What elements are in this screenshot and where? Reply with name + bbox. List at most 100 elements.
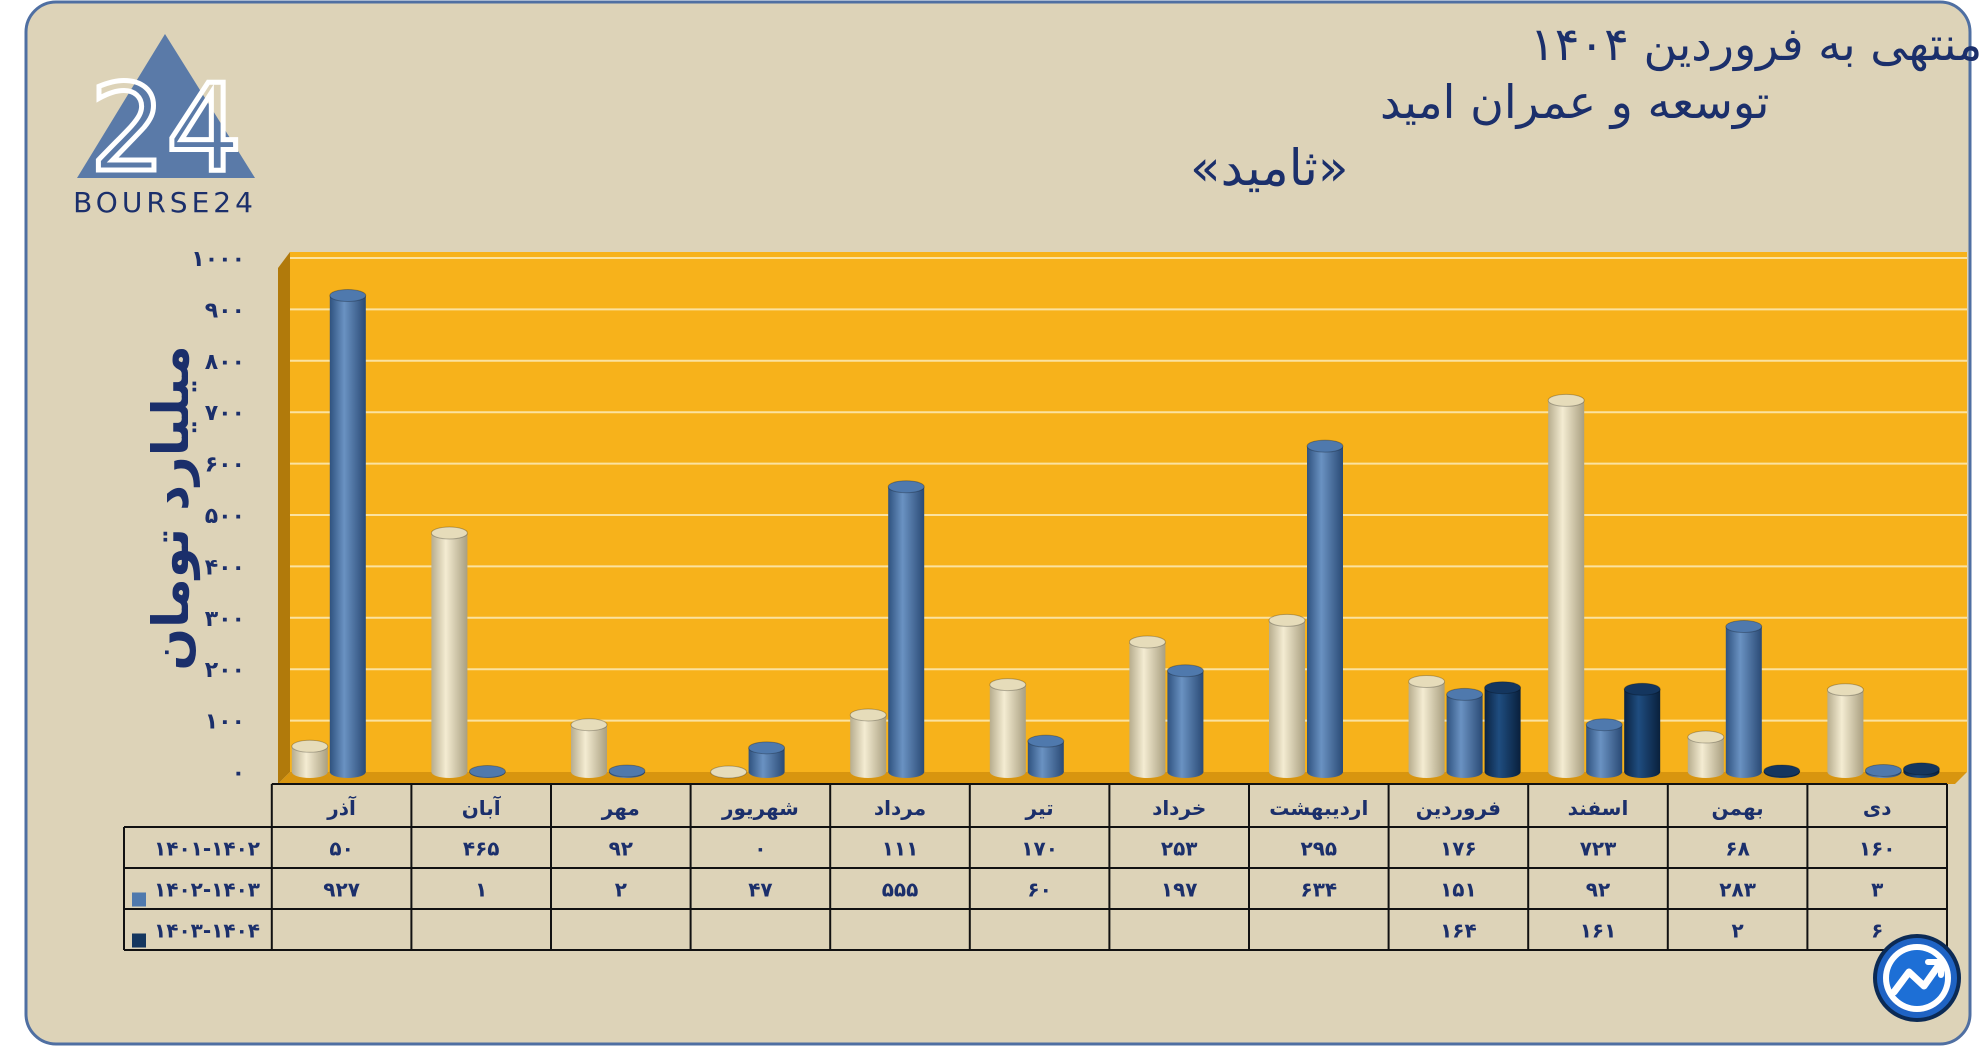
bar bbox=[1547, 393, 1585, 778]
bar bbox=[1763, 764, 1801, 778]
data-label: ۱۶۱ bbox=[1580, 919, 1617, 943]
y-axis-label: میلیارد تومان bbox=[142, 345, 201, 670]
bar bbox=[1027, 734, 1065, 778]
ticker-symbol: «ثامید» bbox=[1190, 139, 1348, 197]
plot-left-wall bbox=[278, 252, 290, 784]
y-tick-label: ۶۰۰ bbox=[205, 453, 245, 478]
bar bbox=[570, 718, 608, 778]
x-tick-label: آبان bbox=[462, 795, 502, 820]
bar bbox=[1166, 664, 1204, 778]
data-label: ۱۶۰ bbox=[1859, 837, 1896, 861]
legend-swatch bbox=[132, 892, 146, 907]
bar bbox=[1446, 687, 1484, 778]
x-tick-label: تیر bbox=[1025, 796, 1054, 820]
y-tick-label: ۳۰۰ bbox=[205, 607, 245, 632]
gridlines bbox=[290, 257, 1967, 722]
y-axis-ticks: ۰ ۱۰۰ ۲۰۰ ۳۰۰ ۴۰۰ ۵۰۰ ۶۰۰ ۷۰۰ ۸۰۰ ۹۰۰ ۱۰۰۰ bbox=[191, 247, 245, 786]
bar bbox=[1128, 635, 1166, 778]
bar bbox=[468, 764, 506, 778]
logo-text: BOURSE24 bbox=[73, 186, 257, 219]
data-label: ۱۷۶ bbox=[1440, 837, 1477, 861]
y-tick-label: ۱۰۰۰ bbox=[191, 247, 245, 272]
company-name: توسعه و عمران امید bbox=[1380, 75, 1769, 130]
y-tick-label: ۷۰۰ bbox=[205, 401, 245, 426]
x-tick-label: بهمن bbox=[1712, 796, 1764, 820]
bar bbox=[989, 678, 1027, 778]
data-label: ۲۵۳ bbox=[1161, 837, 1198, 861]
x-tick-label: مرداد bbox=[874, 796, 926, 820]
bar bbox=[1864, 763, 1902, 778]
bar bbox=[1687, 730, 1725, 778]
bar bbox=[1484, 681, 1522, 778]
legend-entry: ۱۴۰۲-۱۴۰۳ bbox=[154, 878, 260, 902]
bar bbox=[291, 739, 329, 778]
x-tick-label: اسفند bbox=[1568, 796, 1629, 820]
y-tick-label: ۲۰۰ bbox=[205, 658, 245, 683]
data-label: ۲ bbox=[1731, 919, 1743, 943]
data-label: ۶ bbox=[1871, 919, 1883, 943]
x-tick-label: آذر bbox=[326, 795, 357, 820]
data-label: ۶۳۴ bbox=[1300, 878, 1337, 902]
data-table: دی بهمن اسفند فروردین اردیبهشت خرداد تیر مرداد ش… bbox=[123, 783, 1948, 951]
y-tick-label: ۰ bbox=[232, 761, 245, 786]
bar bbox=[849, 708, 887, 778]
legend-entry: ۱۴۰۱-۱۴۰۲ bbox=[154, 837, 260, 861]
bar bbox=[1268, 613, 1306, 778]
y-tick-label: ۱۰۰ bbox=[205, 710, 245, 735]
bar bbox=[329, 289, 367, 778]
y-tick-label: ۴۰۰ bbox=[205, 555, 245, 580]
data-label: ۱۷۰ bbox=[1021, 837, 1058, 861]
data-label: ۲۸۳ bbox=[1719, 878, 1756, 902]
legend-entry: ۱۴۰۳-۱۴۰۴ bbox=[154, 919, 260, 943]
y-tick-label: ۵۰۰ bbox=[205, 504, 245, 529]
trend-arrow-icon bbox=[1873, 934, 1961, 1022]
data-label: ۷۲۳ bbox=[1580, 837, 1617, 861]
plot-area bbox=[290, 252, 1967, 772]
x-tick-label: فروردین bbox=[1416, 796, 1501, 820]
report-title: گزارش درآمد ۴ ماهه منتهی به فروردین ۱۴۰۴ bbox=[1530, 17, 1986, 72]
bar bbox=[608, 764, 646, 778]
logo-glyph: 24 bbox=[90, 60, 243, 199]
y-tick-label: ۹۰۰ bbox=[205, 298, 245, 323]
data-label: ۰ bbox=[754, 837, 766, 861]
data-label: ۱۹۷ bbox=[1161, 878, 1198, 902]
data-label: ۱۶۴ bbox=[1440, 919, 1477, 943]
bar bbox=[430, 526, 468, 778]
bars bbox=[291, 289, 1940, 779]
plot-floor bbox=[278, 772, 1967, 784]
data-label: ۱۵۱ bbox=[1440, 878, 1477, 902]
data-label: ۶۰ bbox=[1027, 878, 1051, 902]
data-label: ۲۹۵ bbox=[1300, 837, 1337, 861]
data-label: ۱۱۱ bbox=[882, 837, 919, 861]
data-label: ۲ bbox=[615, 878, 627, 902]
y-tick-label: ۸۰۰ bbox=[205, 350, 245, 375]
data-label: ۹۲ bbox=[1586, 878, 1610, 902]
bar bbox=[887, 480, 925, 778]
x-tick-label: دی bbox=[1863, 796, 1892, 820]
bar bbox=[1725, 620, 1763, 778]
bourse24-triangle-logo bbox=[77, 34, 255, 178]
data-label: ۹۲۷ bbox=[323, 878, 360, 902]
data-label: ۵۵۵ bbox=[882, 878, 919, 902]
x-tick-label: شهریور bbox=[721, 796, 799, 820]
bar bbox=[710, 765, 748, 779]
x-tick-label: اردیبهشت bbox=[1269, 796, 1368, 820]
data-label: ۴۷ bbox=[748, 878, 772, 902]
bar bbox=[1306, 439, 1344, 778]
x-tick-label: مهر bbox=[601, 796, 640, 820]
bar bbox=[1826, 683, 1864, 778]
legend-swatch bbox=[132, 933, 146, 948]
bar bbox=[1585, 718, 1623, 778]
bar bbox=[1902, 762, 1940, 778]
bourse24-logo: 24 BOURSE24 bbox=[73, 34, 257, 219]
data-label: ۱ bbox=[475, 878, 487, 902]
bar bbox=[748, 741, 786, 778]
bar bbox=[1408, 675, 1446, 778]
data-label: ۹۲ bbox=[609, 837, 633, 861]
x-tick-label: خرداد bbox=[1152, 796, 1206, 820]
bar bbox=[1623, 682, 1661, 778]
data-label: ۳ bbox=[1871, 878, 1883, 902]
data-label: ۶۸ bbox=[1725, 837, 1749, 861]
